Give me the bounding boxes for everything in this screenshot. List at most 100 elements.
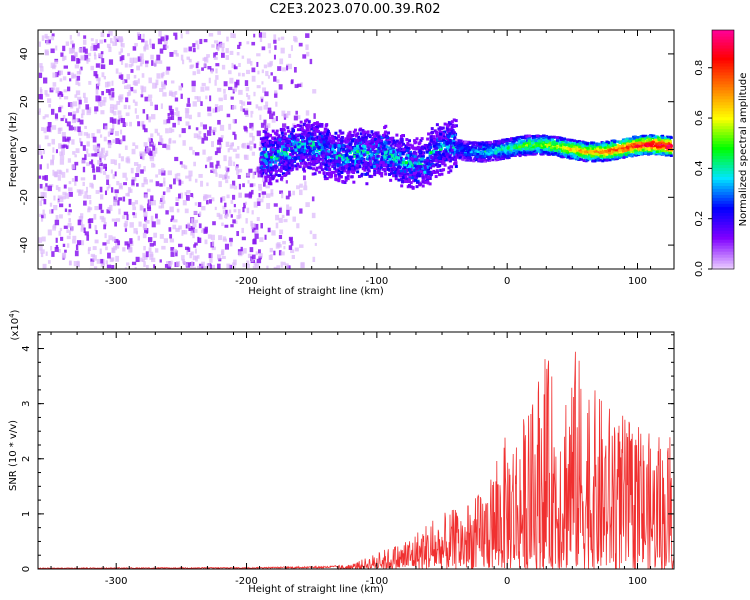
- heatmap-cell: [114, 221, 117, 227]
- heatmap-cell: [385, 155, 389, 159]
- heatmap-cell: [137, 164, 142, 168]
- heatmap-cell: [432, 140, 436, 144]
- heatmap-cell: [304, 151, 308, 155]
- heatmap-cell: [355, 152, 359, 156]
- heatmap-cell: [332, 154, 336, 158]
- heatmap-cell: [112, 124, 115, 130]
- heatmap-cell: [435, 146, 439, 150]
- heatmap-cell: [282, 123, 287, 128]
- heatmap-cell: [87, 206, 91, 210]
- heatmap-cell: [281, 139, 285, 143]
- heatmap-cell: [256, 258, 262, 264]
- heatmap-cell: [170, 80, 175, 84]
- heatmap-cell: [255, 104, 259, 109]
- heatmap-cell: [238, 192, 242, 198]
- heatmap-cell: [269, 158, 273, 162]
- heatmap-cell: [259, 141, 262, 147]
- heatmap-cell: [321, 149, 325, 153]
- heatmap-cell: [390, 171, 394, 175]
- heatmap-cell: [265, 162, 269, 166]
- heatmap-cell: [262, 129, 266, 133]
- heatmap-cell: [238, 214, 242, 219]
- heatmap-cell: [423, 180, 427, 184]
- heatmap-cell: [150, 114, 156, 120]
- heatmap-cell: [399, 174, 403, 178]
- heatmap-cell: [125, 112, 130, 117]
- heatmap-cell: [291, 152, 295, 156]
- heatmap-cell: [120, 156, 124, 162]
- heatmap-cell: [359, 132, 363, 136]
- heatmap-cell: [286, 126, 290, 130]
- heatmap-cell: [377, 137, 381, 141]
- heatmap-cell: [217, 46, 220, 52]
- heatmap-cell: [342, 147, 346, 151]
- heatmap-cell: [67, 222, 72, 228]
- heatmap-cell: [241, 227, 245, 234]
- heatmap-cell: [151, 221, 156, 228]
- heatmap-cell: [60, 236, 64, 241]
- heatmap-cell: [156, 73, 161, 79]
- heatmap-cell: [395, 155, 399, 159]
- heatmap-cell: [367, 169, 371, 173]
- heatmap-cell: [346, 177, 350, 181]
- heatmap-cell: [277, 37, 281, 41]
- heatmap-cell: [184, 246, 189, 251]
- heatmap-cell: [137, 33, 142, 40]
- heatmap-cell: [175, 53, 179, 57]
- heatmap-cell: [176, 110, 180, 117]
- heatmap-cell: [264, 234, 267, 240]
- heatmap-cell: [268, 167, 272, 171]
- heatmap-cell: [145, 230, 148, 234]
- heatmap-cell: [47, 98, 52, 103]
- heatmap-cell: [390, 148, 394, 152]
- heatmap-cell: [181, 128, 186, 134]
- heatmap-cell: [407, 139, 411, 143]
- heatmap-cell: [305, 154, 309, 158]
- heatmap-cell: [84, 154, 87, 161]
- heatmap-cell: [390, 165, 394, 169]
- heatmap-cell: [313, 146, 317, 150]
- heatmap-cell: [103, 96, 107, 103]
- heatmap-cell: [446, 138, 450, 142]
- heatmap-cell: [159, 48, 164, 54]
- heatmap-cell: [113, 111, 117, 116]
- heatmap-cell: [276, 242, 281, 247]
- heatmap-cell: [77, 219, 82, 226]
- heatmap-cell: [351, 145, 355, 149]
- heatmap-cell: [77, 126, 81, 133]
- heatmap-cell: [134, 81, 138, 87]
- heatmap-cell: [432, 139, 436, 143]
- heatmap-cell: [147, 98, 152, 102]
- heatmap-cell: [302, 150, 306, 154]
- heatmap-cell: [319, 165, 323, 169]
- heatmap-cell: [218, 174, 223, 178]
- heatmap-cell: [268, 178, 272, 182]
- heatmap-cell: [394, 174, 398, 178]
- heatmap-cell: [192, 101, 197, 107]
- heatmap-cell: [76, 108, 80, 113]
- heatmap-cell: [135, 256, 140, 263]
- heatmap-cell: [266, 132, 270, 136]
- heatmap-cell: [143, 179, 148, 185]
- heatmap-cell: [196, 134, 201, 138]
- heatmap-cell: [193, 211, 198, 215]
- heatmap-cell: [278, 207, 282, 213]
- heatmap-cell: [174, 97, 179, 102]
- heatmap-cell: [88, 80, 92, 85]
- heatmap-cell: [308, 139, 312, 143]
- heatmap-cell: [137, 78, 140, 84]
- heatmap-cell: [400, 151, 404, 155]
- heatmap-cell: [271, 117, 276, 123]
- heatmap-cell: [296, 185, 300, 190]
- heatmap-cell: [44, 135, 49, 140]
- heatmap-cell: [325, 172, 329, 176]
- heatmap-cell: [318, 132, 322, 136]
- heatmap-cell: [205, 95, 208, 100]
- heatmap-cell: [134, 267, 137, 269]
- heatmap-cell: [327, 144, 331, 148]
- heatmap-cell: [123, 79, 128, 83]
- heatmap-cell: [302, 167, 306, 171]
- heatmap-cell: [272, 143, 276, 147]
- heatmap-cell: [421, 175, 425, 179]
- heatmap-cell: [383, 141, 387, 145]
